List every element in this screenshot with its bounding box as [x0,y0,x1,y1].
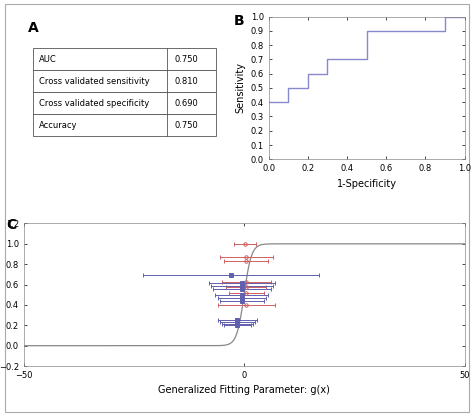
Text: 0.690: 0.690 [174,99,198,108]
Text: Accuracy: Accuracy [39,121,78,130]
Text: AUC: AUC [39,54,57,64]
Text: Cross validated sensitivity: Cross validated sensitivity [39,77,150,86]
Text: A: A [27,21,38,35]
Text: Cross validated specificity: Cross validated specificity [39,99,150,108]
Text: C: C [6,218,16,232]
Bar [34,70,216,92]
Text: 0.750: 0.750 [174,54,198,64]
Bar [34,92,216,114]
Text: 0.750: 0.750 [174,121,198,130]
X-axis label: Generalized Fitting Parameter: g(x): Generalized Fitting Parameter: g(x) [158,386,330,396]
Text: B: B [233,14,244,28]
X-axis label: 1-Specificity: 1-Specificity [337,179,397,189]
Text: 0.810: 0.810 [174,77,198,86]
Bar [34,48,216,70]
Bar [34,114,216,136]
Y-axis label: Sensitivity: Sensitivity [235,62,245,114]
